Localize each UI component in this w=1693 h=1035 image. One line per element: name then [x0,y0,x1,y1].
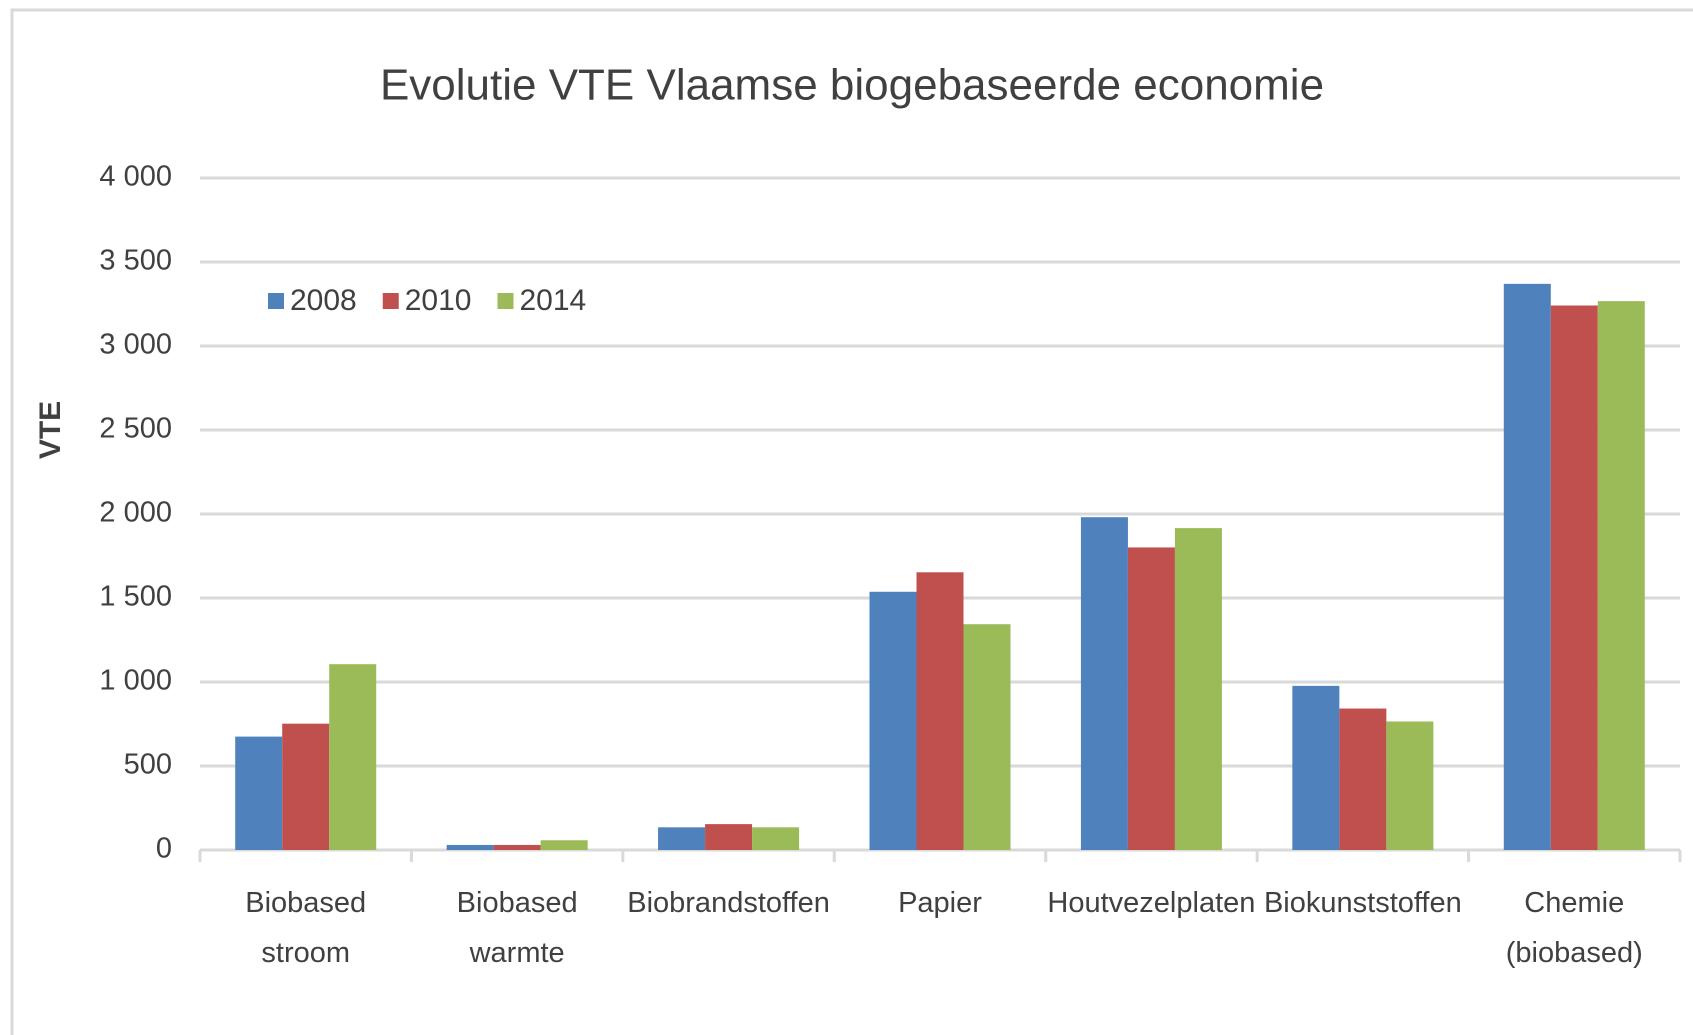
bar [1174,528,1222,850]
bar [658,827,706,850]
bar [1127,547,1175,850]
y-tick-label: 1 000 [99,665,172,697]
bar [329,664,377,850]
bar [1503,283,1551,851]
chart-border [10,8,1693,1035]
y-tick-label: 0 [156,833,172,865]
bar [493,844,541,850]
bar [1292,685,1340,850]
bar [916,572,964,850]
y-tick-label: 2 500 [99,413,172,445]
legend-label: 2010 [405,284,472,317]
y-tick-label: 4 000 [99,161,172,193]
x-tick-label: Houtvezelplaten [1047,887,1256,919]
bar [540,840,588,850]
bar [1597,301,1645,850]
x-tick-label: Papier [898,887,982,919]
y-tick-label: 3 500 [99,245,172,277]
legend-swatch [382,293,399,309]
bar [1339,708,1387,850]
bar [235,736,283,850]
bar [869,591,917,850]
legend-swatch [268,293,284,309]
y-axis-label: VTE [34,401,67,459]
bar [963,624,1011,850]
y-tick-label: 2 000 [99,497,172,529]
legend-label: 2014 [520,284,587,317]
x-tick-label: Biobrandstoffen [627,887,830,919]
x-tick-label: Biobased warmte [456,887,578,969]
bar [282,723,330,850]
bar [705,824,753,850]
legend-label: 2008 [290,284,357,317]
bar [446,844,494,850]
x-tick-label: Biokunststoffen [1263,887,1462,919]
y-tick-label: 500 [124,749,172,781]
bar [1386,721,1434,850]
x-tick-label: Biobased stroom [245,887,367,969]
bar [1080,517,1128,850]
chart-title: Evolutie VTE Vlaamse biogebaseerde econo… [380,61,1324,110]
bar [752,827,800,850]
bar [1550,305,1598,851]
x-tick-label: Chemie (biobased) [1505,887,1643,969]
y-tick-label: 3 000 [99,329,172,361]
y-tick-label: 1 500 [99,581,172,613]
legend-swatch [497,293,514,309]
